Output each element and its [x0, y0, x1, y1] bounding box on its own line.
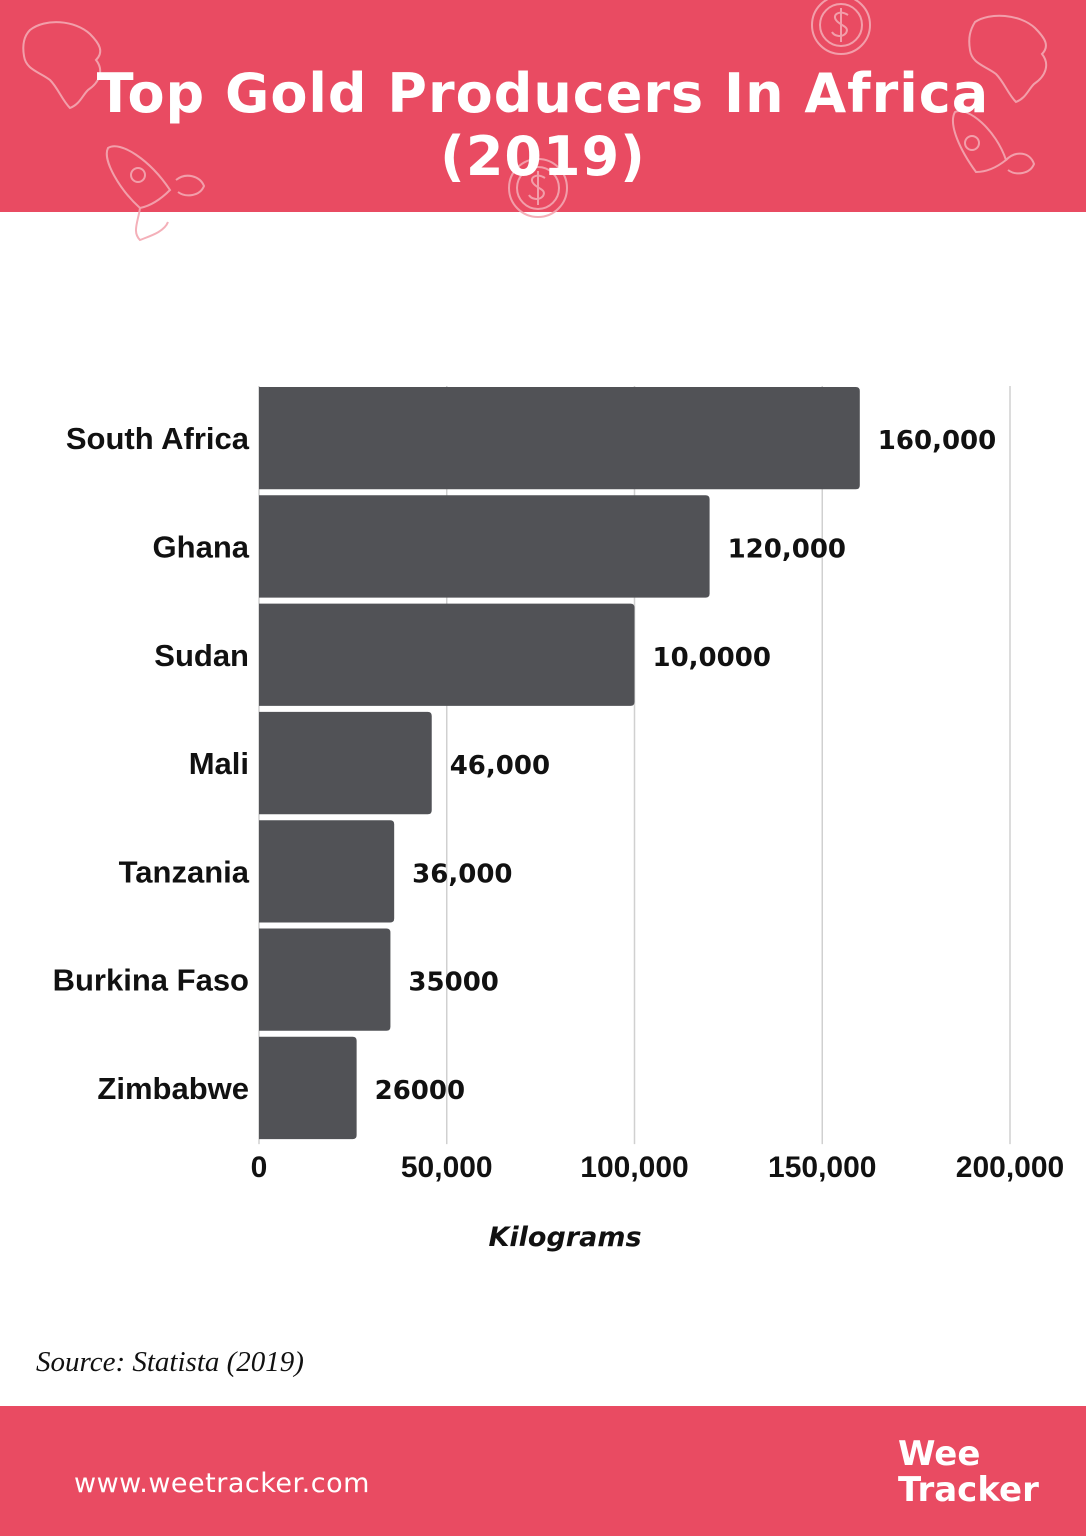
x-tick-label: 50,000: [401, 1151, 493, 1184]
x-tick-label: 200,000: [956, 1151, 1064, 1184]
value-label: 26000: [375, 1076, 465, 1106]
category-label: Ghana: [153, 529, 250, 564]
value-label: 160,000: [878, 426, 996, 456]
weetracker-logo: Wee Tracker: [898, 1436, 1039, 1508]
africa-map-icon: [22, 21, 102, 110]
category-label: South Africa: [66, 421, 250, 456]
source-note: Source: Statista (2019): [36, 1346, 304, 1378]
bar: [259, 928, 391, 1031]
value-label: 120,000: [728, 534, 846, 564]
page-title: Top Gold Producers In Africa (2019): [96, 62, 990, 188]
x-axis-title: Kilograms: [488, 1222, 641, 1253]
bar: [259, 387, 860, 490]
bar: [259, 1036, 357, 1140]
category-label: Tanzania: [119, 854, 250, 889]
logo-line-2: Tracker: [898, 1470, 1039, 1510]
category-label: Sudan: [154, 638, 249, 673]
x-tick-label: 150,000: [768, 1151, 876, 1184]
x-tick-label: 0: [251, 1151, 268, 1184]
category-label: Zimbabwe: [97, 1071, 249, 1106]
bar: [259, 495, 710, 598]
value-label: 36,000: [412, 859, 512, 889]
rocket-icon: [951, 110, 1036, 175]
category-label: Burkina Faso: [53, 963, 249, 998]
website-link[interactable]: www.weetracker.com: [74, 1468, 370, 1499]
coin-icon: [508, 158, 568, 218]
header-decoration: [22, 0, 1048, 242]
bar: [259, 603, 635, 706]
value-label: 10,0000: [653, 643, 771, 673]
value-label: 46,000: [450, 751, 550, 781]
africa-map-icon: [968, 14, 1048, 104]
coin-icon: [811, 0, 871, 55]
value-label: 35000: [408, 968, 498, 998]
rocket-icon: [105, 145, 206, 242]
category-label: Mali: [189, 746, 249, 781]
bar: [259, 711, 432, 815]
footer-banner: www.weetracker.com Wee Tracker: [0, 1406, 1086, 1536]
bar-chart: South Africa 160,000 Ghana 120,000 Sudan 10,0…: [53, 386, 1064, 1253]
logo-line-1: Wee: [898, 1434, 981, 1474]
x-tick-label: 100,000: [580, 1151, 688, 1184]
bar: [259, 820, 395, 923]
